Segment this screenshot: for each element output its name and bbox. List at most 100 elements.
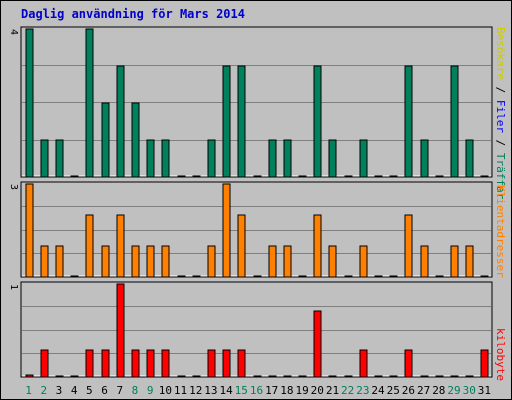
kbytes-panel-bar-12 [192,375,201,378]
legend-sep-2: / [494,132,507,153]
hits-files-panel-bar-5 [85,28,94,178]
kbytes-panel-bar-21 [328,375,337,378]
visitors-panel-bar-5 [85,214,94,278]
hits-files-panel-bar-9 [146,139,155,178]
visitors-panel-bar-11 [177,275,186,278]
kbytes-panel-bar-23 [359,349,368,378]
day-label-3: 3 [56,384,63,397]
visitors-panel-bar-14 [222,183,231,278]
day-label-8: 8 [132,384,139,397]
hits-files-panel-bar-10 [161,139,170,178]
hits-files-panel-bar-27 [420,139,429,178]
kbytes-panel-bar-20 [313,310,322,378]
chart-title: Daglig användning för Mars 2014 [21,7,245,21]
day-label-12: 12 [189,384,202,397]
kbytes-panel-bar-24 [374,375,383,378]
kbytes-panel-bar-26 [404,349,413,378]
day-label-23: 23 [356,384,369,397]
day-label-2: 2 [40,384,47,397]
day-label-11: 11 [174,384,187,397]
legend-bot: kilobyte [494,328,507,381]
visitors-panel-bar-1 [25,183,34,278]
visitors-panel-bar-29 [450,245,459,278]
hits-files-panel-bar-24 [374,175,383,178]
day-label-21: 21 [326,384,339,397]
visitors-panel-bar-8 [131,245,140,278]
day-label-30: 30 [463,384,476,397]
day-label-31: 31 [478,384,491,397]
hits-files-panel-bar-13 [207,139,216,178]
day-label-5: 5 [86,384,93,397]
hits-files-panel-bar-25 [389,175,398,178]
day-label-27: 27 [417,384,430,397]
kbytes-panel-bar-3 [55,375,64,378]
hits-files-panel-bar-12 [192,175,201,178]
kbytes-panel-bar-30 [465,375,474,378]
hits-files-panel-bar-30 [465,139,474,178]
visitors-panel-bar-10 [161,245,170,278]
hits-files-panel-bar-2 [40,139,49,178]
kbytes-panel-bar-9 [146,349,155,378]
day-label-1: 1 [25,384,32,397]
hits-files-panel-bar-7 [116,65,125,178]
kbytes-panel-bar-29 [450,375,459,378]
hits-files-panel-bar-6 [101,102,110,178]
kbytes-panel-bar-15 [237,349,246,378]
visitors-panel-bar-23 [359,245,368,278]
visitors-panel-bar-19 [298,275,307,278]
hits-files-panel-bar-31 [480,175,489,178]
kbytes-panel-bar-11 [177,375,186,378]
legend-item-kilobyte: kilobyte [494,328,507,381]
hits-files-panel-bar-8 [131,102,140,178]
legend-top: Besökare / Filer / Träffar [494,27,507,199]
day-label-6: 6 [101,384,108,397]
legend-mid: Klientadresser [494,185,507,278]
day-label-26: 26 [402,384,415,397]
hits-files-panel-bar-19 [298,175,307,178]
hits-files-panel-ymax-label: 4 [8,29,19,35]
visitors-panel-bar-15 [237,214,246,278]
hits-files-panel-bar-16 [253,175,262,178]
day-label-29: 29 [447,384,460,397]
hits-files-panel-bar-17 [268,139,277,178]
kbytes-panel-bar-17 [268,375,277,378]
kbytes-panel-bar-16 [253,375,262,378]
hits-files-panel-bar-4 [70,175,79,178]
visitors-panel-bar-26 [404,214,413,278]
kbytes-panel-frame [20,281,493,378]
hits-files-panel-bar-1 [25,28,34,178]
visitors-panel-frame [20,181,493,278]
day-label-24: 24 [371,384,385,397]
visitors-panel-bar-18 [283,245,292,278]
visitors-panel-bar-30 [465,245,474,278]
hits-files-panel-bar-21 [328,139,337,178]
visitors-panel-bar-13 [207,245,216,278]
hits-files-panel-bar-20 [313,65,322,178]
visitors-panel-bar-17 [268,245,277,278]
kbytes-panel-bar-22 [344,375,353,378]
day-label-19: 19 [295,384,308,397]
legend-item-filer: Filer [494,99,507,133]
visitors-panel-bar-2 [40,245,49,278]
hits-files-panel-bar-29 [450,65,459,178]
legend-item-besokare: Besökare [494,27,507,80]
kbytes-panel-bar-1 [25,374,34,378]
visitors-panel-bar-20 [313,214,322,278]
kbytes-panel-bar-27 [420,375,429,378]
kbytes-panel-ymax-label: 1 [8,284,19,290]
visitors-panel-bar-6 [101,245,110,278]
kbytes-panel-bar-7 [116,283,125,378]
kbytes-panel-bar-8 [131,349,140,378]
hits-files-panel-bar-15 [237,65,246,178]
visitors-panel-bar-9 [146,245,155,278]
hits-files-panel-bar-28 [435,175,444,178]
kbytes-panel-bar-2 [40,349,49,378]
kbytes-panel-bar-31 [480,349,489,378]
visitors-panel-bar-25 [389,275,398,278]
kbytes-panel-bar-19 [298,375,307,378]
visitors-panel-bar-16 [253,275,262,278]
day-label-17: 17 [265,384,278,397]
day-label-18: 18 [280,384,293,397]
